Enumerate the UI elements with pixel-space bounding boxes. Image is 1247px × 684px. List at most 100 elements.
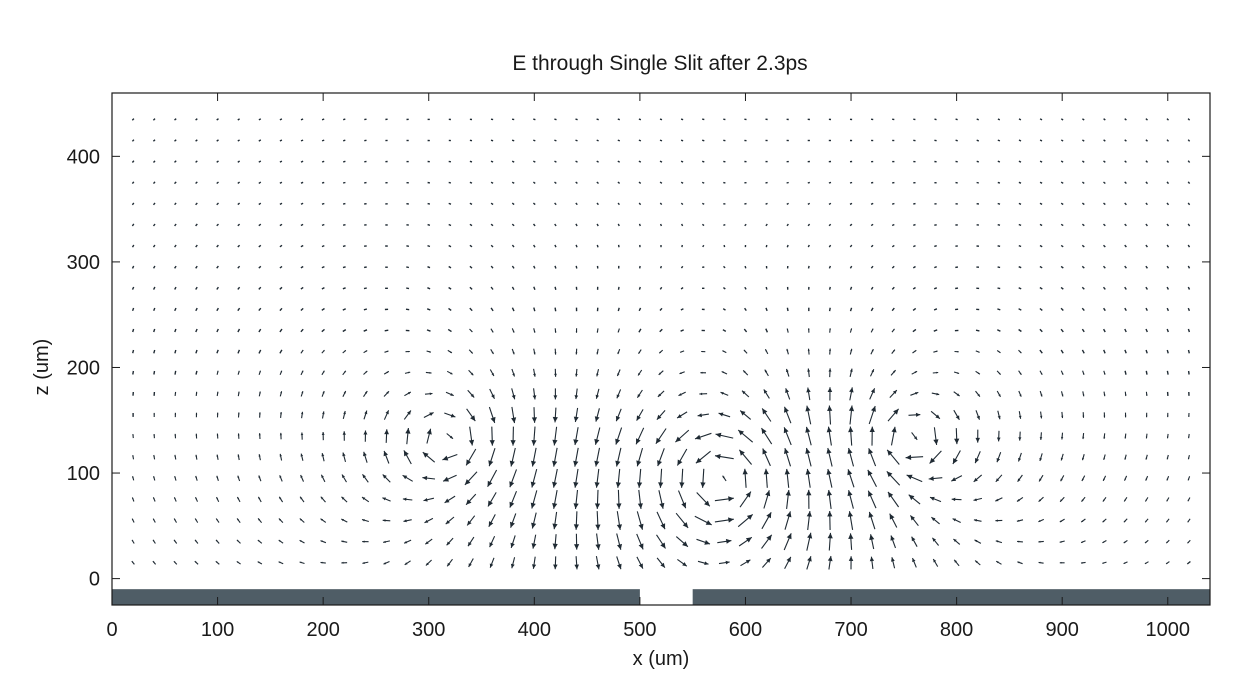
field-arrow: [973, 497, 983, 502]
field-arrow: [194, 560, 199, 565]
field-arrow: [195, 412, 198, 418]
field-arrow: [152, 202, 156, 206]
field-arrow: [1081, 223, 1085, 227]
field-arrow: [426, 308, 431, 311]
field-arrow: [1060, 139, 1064, 142]
field-arrow: [695, 450, 711, 464]
field-arrow: [131, 286, 135, 290]
field-arrow: [532, 388, 537, 400]
field-arrow: [596, 118, 599, 121]
field-arrow: [828, 223, 832, 227]
field-arrow: [594, 408, 600, 422]
field-arrow: [1124, 160, 1127, 163]
field-arrow: [765, 328, 769, 333]
field-arrow: [1102, 328, 1106, 333]
x-tick-label: 0: [106, 619, 117, 641]
field-arrow: [533, 328, 536, 333]
field-arrow: [487, 492, 497, 507]
field-arrow: [616, 511, 622, 530]
field-arrow: [616, 533, 622, 550]
field-arrow: [489, 369, 495, 377]
field-arrow: [511, 202, 515, 206]
field-arrow: [1124, 202, 1127, 206]
field-arrow: [153, 307, 156, 312]
field-arrow: [426, 329, 431, 332]
field-arrow: [595, 555, 601, 570]
field-arrow: [886, 471, 901, 486]
field-arrow: [870, 307, 874, 312]
field-arrow: [976, 118, 979, 121]
field-arrow: [1082, 391, 1085, 397]
field-arrow: [737, 513, 754, 528]
field-arrow: [954, 350, 959, 353]
field-arrow: [404, 560, 411, 566]
field-arrow: [509, 490, 518, 508]
field-arrow: [680, 308, 684, 311]
field-arrow: [929, 450, 942, 464]
field-arrow: [976, 160, 979, 163]
field-arrow: [870, 223, 874, 227]
field-arrow: [1145, 181, 1149, 185]
field-arrow: [1060, 391, 1064, 397]
y-tick-label: 400: [67, 146, 100, 168]
field-arrow: [404, 371, 411, 374]
field-arrow: [1080, 561, 1086, 564]
field-arrow: [342, 349, 347, 354]
field-arrow: [258, 454, 261, 461]
field-arrow: [786, 181, 789, 184]
field-arrow: [928, 476, 943, 481]
field-arrow: [615, 447, 622, 467]
field-arrow: [384, 350, 389, 353]
field-arrow: [448, 202, 452, 205]
field-arrow: [1039, 139, 1043, 142]
field-arrow: [744, 265, 747, 269]
field-arrow: [532, 556, 537, 569]
field-arrow: [1018, 431, 1022, 441]
field-arrow: [552, 447, 558, 467]
field-arrow: [1187, 328, 1191, 333]
field-arrow: [723, 223, 726, 226]
field-arrow: [594, 447, 601, 467]
field-arrow: [257, 561, 263, 565]
field-arrow: [174, 433, 177, 439]
field-arrow: [464, 471, 478, 486]
field-arrow: [320, 474, 326, 483]
field-arrow: [763, 490, 771, 509]
field-arrow: [445, 516, 455, 525]
field-arrow: [468, 426, 475, 446]
field-arrow: [974, 539, 982, 544]
field-arrow: [1039, 307, 1043, 311]
field-arrow: [341, 518, 348, 523]
field-arrow: [997, 410, 1001, 420]
field-arrow: [1039, 328, 1043, 333]
field-arrow: [509, 447, 516, 467]
field-arrow: [362, 473, 369, 483]
field-arrow: [422, 475, 436, 481]
field-arrow: [806, 387, 811, 401]
field-arrow: [638, 349, 642, 355]
field-arrow: [279, 328, 283, 333]
field-arrow: [321, 244, 325, 248]
field-arrow: [469, 181, 473, 184]
field-arrow: [636, 447, 644, 467]
field-arrow: [279, 118, 283, 121]
field-arrow: [258, 265, 262, 269]
field-arrow: [258, 475, 262, 482]
field-arrow: [1039, 390, 1043, 397]
field-arrow: [848, 405, 855, 425]
field-arrow: [1060, 475, 1065, 482]
field-arrow: [596, 223, 599, 227]
field-arrow: [887, 491, 900, 508]
field-arrow: [195, 454, 198, 460]
field-arrow: [383, 370, 390, 375]
field-arrow: [442, 474, 457, 482]
field-arrow: [194, 496, 199, 502]
field-arrow: [552, 407, 558, 423]
field-arrow: [341, 540, 348, 543]
x-tick-label: 800: [940, 619, 973, 641]
field-arrow: [342, 452, 347, 463]
field-arrow: [1188, 433, 1190, 439]
field-arrow: [343, 118, 346, 121]
field-arrow: [342, 224, 346, 226]
field-arrow: [446, 370, 453, 375]
